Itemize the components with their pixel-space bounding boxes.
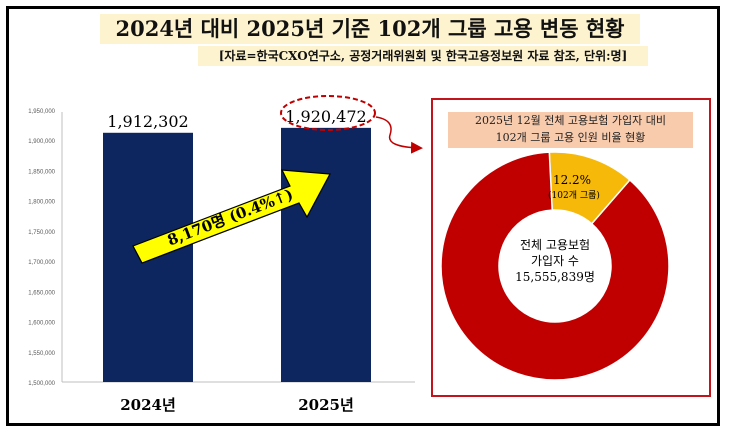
y-tick-label: 1,500,000 bbox=[28, 381, 55, 387]
page-title: 2024년 대비 2025년 기준 102개 그룹 고용 변동 현황 bbox=[100, 14, 640, 44]
y-tick-label: 1,600,000 bbox=[28, 321, 55, 327]
pie-title-line-1: 2025년 12월 전체 고용보험 가입자 대비 bbox=[474, 114, 667, 127]
pie-title-line-2: 102개 그룹 고용 인원 비율 현황 bbox=[495, 131, 646, 144]
y-tick-label: 1,900,000 bbox=[28, 139, 55, 145]
y-tick-label: 1,950,000 bbox=[28, 109, 55, 115]
y-tick-label: 1,650,000 bbox=[28, 290, 55, 296]
y-tick-label: 1,800,000 bbox=[28, 200, 55, 206]
center-label-line-3: 15,555,839명 bbox=[515, 270, 595, 284]
bar-data-label: 1,912,302 bbox=[107, 112, 188, 131]
x-category-label: 2024년 bbox=[120, 396, 176, 414]
center-label-line-1: 전체 고용보험 bbox=[520, 238, 590, 252]
highlight-ellipse bbox=[280, 95, 376, 131]
y-tick-label: 1,550,000 bbox=[28, 351, 55, 357]
pie-title: 2025년 12월 전체 고용보험 가입자 대비 102개 그룹 고용 인원 비… bbox=[448, 112, 693, 148]
bar-data-label: 1,920,472 bbox=[285, 107, 366, 126]
y-tick-label: 1,850,000 bbox=[28, 169, 55, 175]
bar-2 bbox=[281, 127, 371, 382]
slice-name-label: (102개 그룹) bbox=[548, 190, 600, 201]
y-tick-label: 1,700,000 bbox=[28, 260, 55, 266]
page-subtitle: [자료=한국CXO연구소, 공정거래위원회 및 한국고용정보원 자료 참조, 단… bbox=[198, 46, 648, 66]
x-category-label: 2025년 bbox=[298, 396, 354, 414]
connector-arrow bbox=[375, 116, 423, 154]
y-tick-label: 1,750,000 bbox=[28, 230, 55, 236]
center-label-line-2: 가입자 수 bbox=[531, 254, 579, 268]
donut-slice-2 bbox=[440, 151, 670, 381]
slice-value-label: 12.2% bbox=[553, 173, 591, 187]
